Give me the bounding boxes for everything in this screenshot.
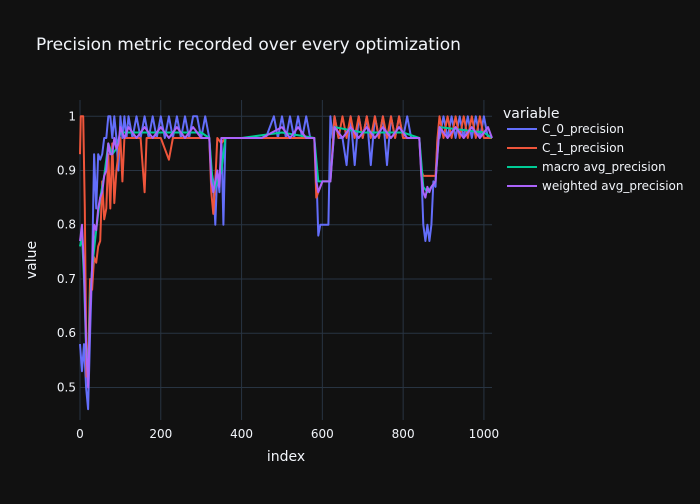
x-tick-label: 0 xyxy=(76,427,84,441)
y-tick-label: 0.5 xyxy=(57,380,76,394)
legend-entry: C_0_precision xyxy=(542,122,624,136)
x-tick-labels: 0 200 400 600 800 1000 xyxy=(76,427,499,441)
y-tick-labels: 0.5 0.6 0.7 0.8 0.9 1 xyxy=(57,109,76,394)
series-layer xyxy=(79,115,493,411)
series-line-3 xyxy=(79,126,493,389)
y-tick-label: 0.9 xyxy=(57,164,76,178)
x-tick-label: 200 xyxy=(149,427,172,441)
x-tick-label: 600 xyxy=(311,427,334,441)
y-tick-label: 1 xyxy=(68,109,76,123)
chart-title: Precision metric recorded over every opt… xyxy=(36,35,461,55)
legend: variable C_0_precision C_1_precisionmacro… xyxy=(503,106,683,193)
y-tick-label: 0.8 xyxy=(57,218,76,232)
y-tick-label: 0.6 xyxy=(57,326,76,340)
legend-entry: macro avg_precision xyxy=(542,160,666,174)
legend-title: variable xyxy=(503,106,559,122)
x-tick-label: 1000 xyxy=(469,427,500,441)
legend-entry: weighted avg_precision xyxy=(542,179,683,193)
y-axis-title: value xyxy=(24,241,40,279)
series-line-1 xyxy=(79,115,492,378)
legend-entry: C_1_precision xyxy=(542,141,624,155)
y-tick-label: 0.7 xyxy=(57,272,76,286)
x-axis-title: index xyxy=(267,449,305,465)
x-tick-label: 800 xyxy=(392,427,415,441)
x-tick-label: 400 xyxy=(230,427,253,441)
